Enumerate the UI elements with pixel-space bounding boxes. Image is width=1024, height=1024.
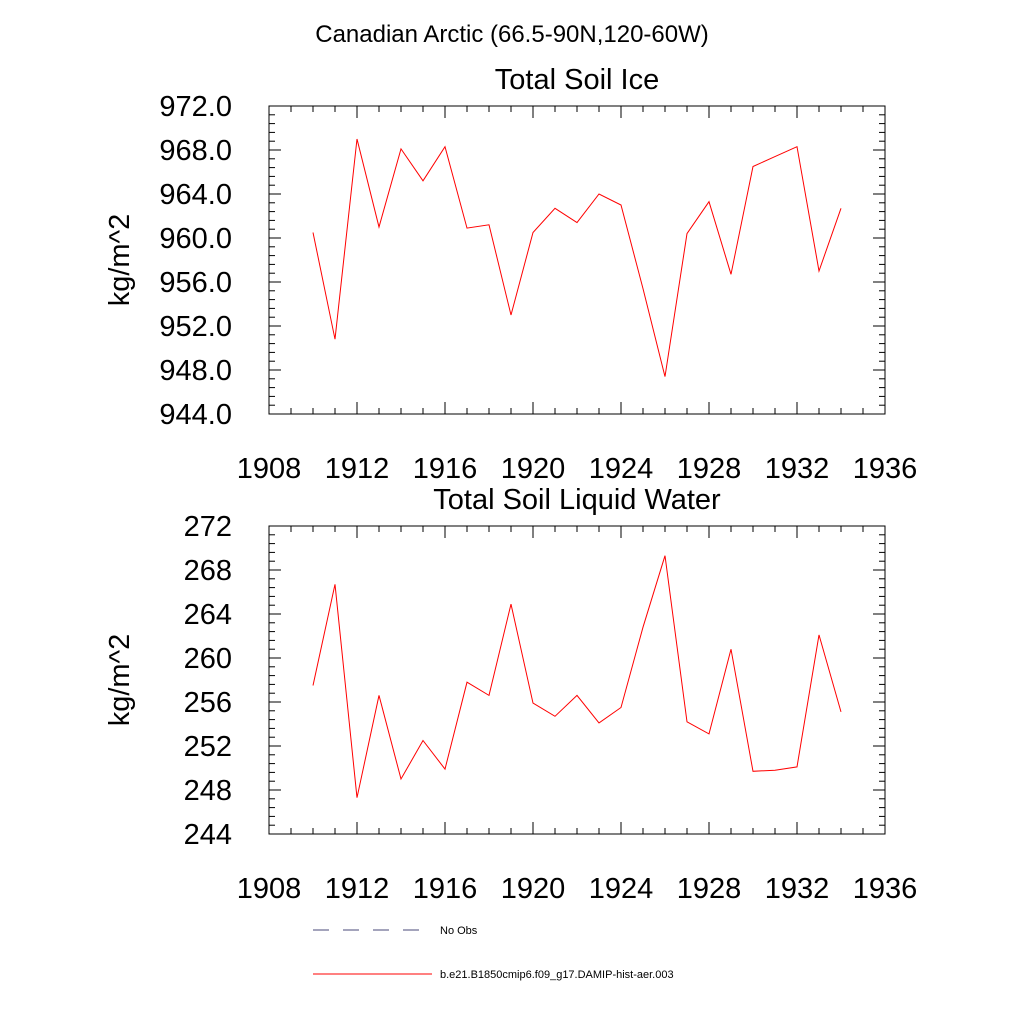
legend: No Obs b.e21.B1850cmip6.f09_g17.DAMIP-hi… bbox=[313, 925, 674, 981]
total-soil-liquid-water-title: Total Soil Liquid Water bbox=[433, 484, 721, 516]
total-soil-ice-y-tick-label: 968.0 bbox=[159, 135, 232, 167]
total-soil-liquid-water-y-tick-label: 244 bbox=[184, 819, 232, 851]
total-soil-ice-title: Total Soil Ice bbox=[495, 64, 659, 96]
total-soil-liquid-water-y-tick-label: 272 bbox=[184, 511, 232, 543]
total-soil-ice-series-line bbox=[312, 138, 842, 377]
total-soil-liquid-water-x-tick-label: 1936 bbox=[853, 873, 918, 905]
total-soil-liquid-water-y-tick-label: 256 bbox=[184, 687, 232, 719]
suptitle: Canadian Arctic (66.5-90N,120-60W) bbox=[315, 21, 709, 48]
total-soil-liquid-water-y-tick-label: 264 bbox=[184, 599, 232, 631]
total-soil-liquid-water-x-tick-label: 1916 bbox=[413, 873, 478, 905]
total-soil-ice-y-tick-label: 972.0 bbox=[159, 91, 232, 123]
total-soil-ice-x-tick-label: 1912 bbox=[325, 453, 390, 485]
total-soil-ice-x-tick-label: 1920 bbox=[501, 453, 566, 485]
legend-label-no-obs: No Obs bbox=[440, 925, 478, 937]
total-soil-ice-y-tick-label: 964.0 bbox=[159, 179, 232, 211]
legend-label-model-run: b.e21.B1850cmip6.f09_g17.DAMIP-hist-aer.… bbox=[440, 969, 674, 981]
total-soil-liquid-water-x-tick-label: 1928 bbox=[677, 873, 742, 905]
total-soil-ice-y-tick-label: 948.0 bbox=[159, 355, 232, 387]
panel-total-soil-liquid-water: Total Soil Liquid Water kg/m^2 1908 1912 191… bbox=[104, 484, 917, 905]
total-soil-ice-y-tick-label: 956.0 bbox=[159, 267, 232, 299]
total-soil-ice-y-tick-label: 952.0 bbox=[159, 311, 232, 343]
total-soil-ice-y-tick-label: 960.0 bbox=[159, 223, 232, 255]
total-soil-liquid-water-y-axis-label: kg/m^2 bbox=[104, 634, 136, 727]
total-soil-liquid-water-y-tick-label: 268 bbox=[184, 555, 232, 587]
total-soil-liquid-water-y-tick-label: 248 bbox=[184, 775, 232, 807]
total-soil-ice-plot-frame bbox=[268, 105, 886, 415]
total-soil-liquid-water-plot-frame bbox=[268, 525, 886, 835]
total-soil-liquid-water-y-tick-label: 260 bbox=[184, 643, 232, 675]
total-soil-liquid-water-x-tick-label: 1908 bbox=[237, 873, 302, 905]
total-soil-liquid-water-x-tick-label: 1920 bbox=[501, 873, 566, 905]
total-soil-ice-x-tick-label: 1928 bbox=[677, 453, 742, 485]
total-soil-ice-x-tick-label: 1936 bbox=[853, 453, 918, 485]
total-soil-liquid-water-series-line bbox=[312, 555, 842, 798]
total-soil-liquid-water-x-tick-label: 1932 bbox=[765, 873, 830, 905]
total-soil-liquid-water-x-tick-label: 1924 bbox=[589, 873, 654, 905]
total-soil-ice-y-tick-label: 944.0 bbox=[159, 399, 232, 431]
panel-total-soil-ice: Total Soil Ice kg/m^2 1908 1912 1916 1920 1924… bbox=[104, 64, 917, 485]
total-soil-ice-x-tick-label: 1932 bbox=[765, 453, 830, 485]
total-soil-ice-x-tick-label: 1916 bbox=[413, 453, 478, 485]
total-soil-ice-y-axis-label: kg/m^2 bbox=[104, 214, 136, 307]
total-soil-ice-x-tick-label: 1908 bbox=[237, 453, 302, 485]
total-soil-ice-x-tick-label: 1924 bbox=[589, 453, 654, 485]
total-soil-liquid-water-y-tick-label: 252 bbox=[184, 731, 232, 763]
total-soil-liquid-water-x-tick-label: 1912 bbox=[325, 873, 390, 905]
